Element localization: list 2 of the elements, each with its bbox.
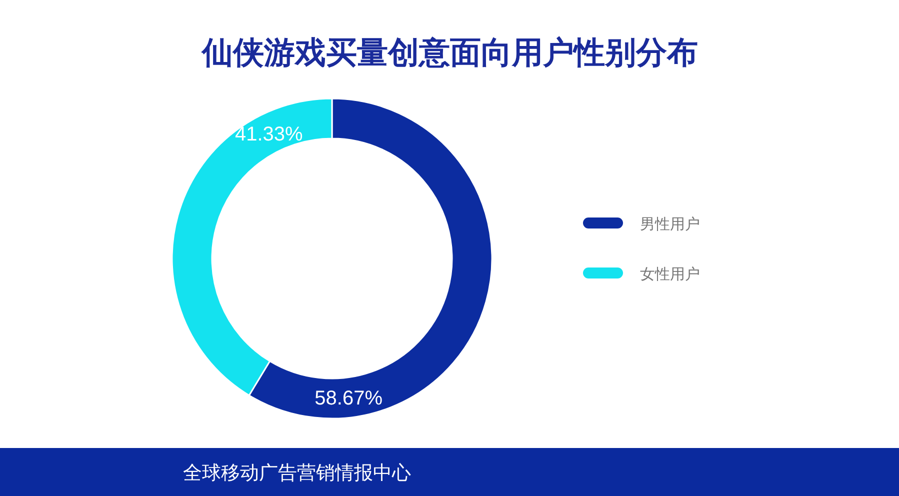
annotation: 全球移动广告营销情报中心	[183, 463, 411, 484]
title: 仙侠游戏买量创意面向用户性别分布	[202, 35, 698, 70]
